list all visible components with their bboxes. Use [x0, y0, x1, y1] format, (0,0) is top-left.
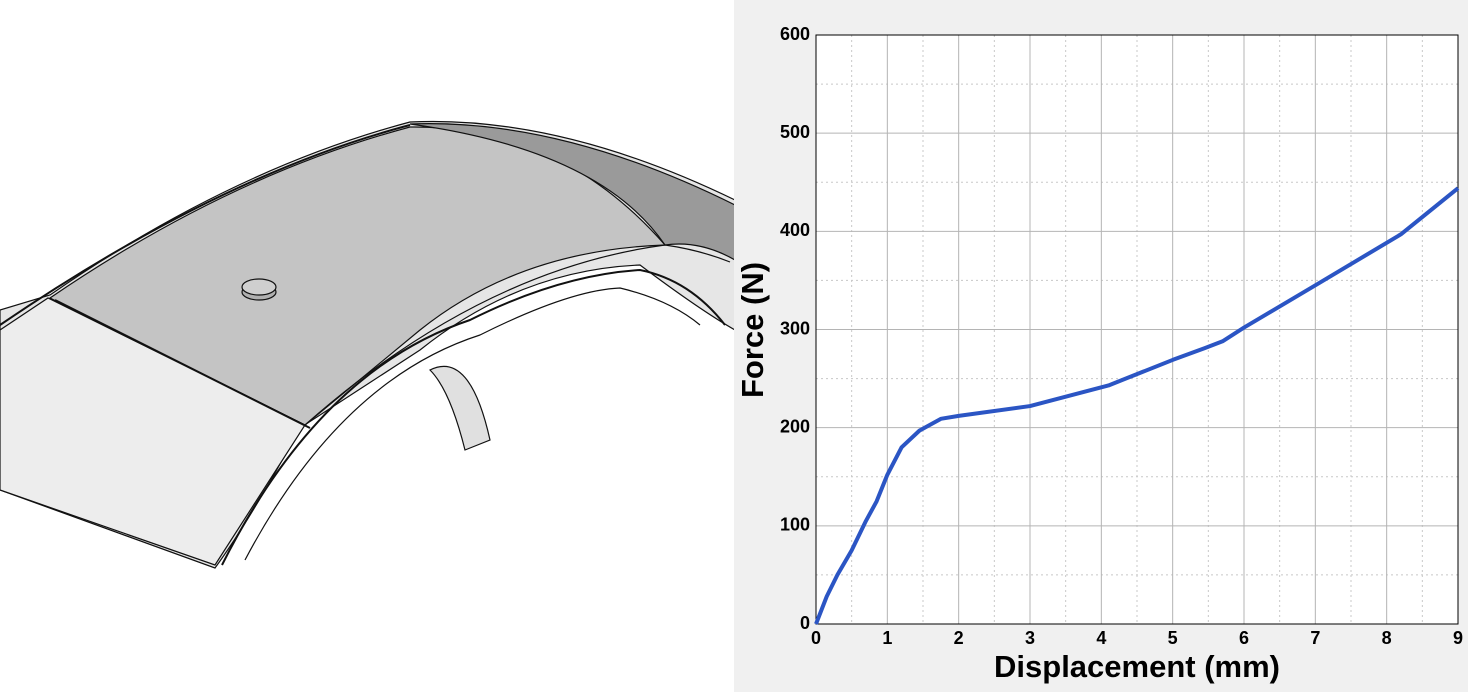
y-tick-label: 300 — [780, 318, 810, 338]
y-tick-label: 500 — [780, 122, 810, 142]
x-tick-label: 2 — [954, 628, 964, 648]
x-tick-label: 1 — [882, 628, 892, 648]
y-tick-label: 100 — [780, 515, 810, 535]
plot-frame — [815, 34, 1459, 625]
x-tick-label: 0 — [811, 628, 821, 648]
x-tick-label: 5 — [1168, 628, 1178, 648]
x-tick-label: 8 — [1382, 628, 1392, 648]
x-tick-label: 3 — [1025, 628, 1035, 648]
y-tick-label: 200 — [780, 416, 810, 436]
x-tick-label: 7 — [1310, 628, 1320, 648]
y-tick-label: 600 — [780, 24, 810, 44]
x-tick-label: 6 — [1239, 628, 1249, 648]
x-tick-label: 4 — [1096, 628, 1106, 648]
data-line — [814, 186, 1460, 625]
y-tick-label: 400 — [780, 220, 810, 240]
y-axis-title: Force (N) — [735, 262, 770, 398]
y-tick-label: 0 — [800, 613, 810, 633]
x-axis-title: Displacement (mm) — [994, 649, 1280, 684]
x-tick-label: 9 — [1453, 628, 1463, 648]
roof-render — [0, 120, 736, 569]
